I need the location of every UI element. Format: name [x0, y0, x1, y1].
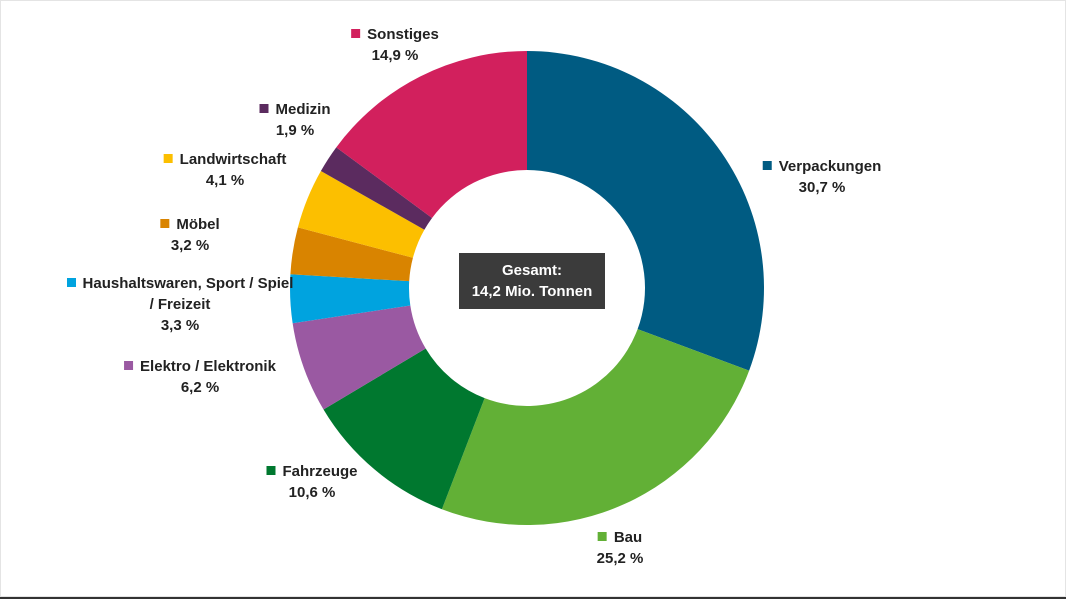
- value-label: 3,2 %: [170, 237, 210, 254]
- center-box: [459, 253, 605, 309]
- segment-label: Möbel 3,2 %: [160, 214, 220, 256]
- segment-label: Haushaltswaren, Sport / Spiel / Freizeit…: [65, 273, 295, 336]
- legend-swatch: [163, 154, 173, 163]
- segment-label: Landwirtschaft 4,1 %: [163, 149, 287, 191]
- donut-segment: [336, 51, 527, 218]
- category-label: Verpackungen: [778, 158, 882, 175]
- segment-label: Verpackungen 30,7 %: [762, 156, 882, 198]
- legend-swatch: [266, 466, 276, 475]
- legend-swatch: [124, 361, 134, 370]
- legend-swatch: [351, 29, 361, 38]
- donut-segment: [527, 51, 764, 371]
- segment-label: Sonstiges 14,9 %: [351, 24, 439, 66]
- category-label: Sonstiges: [367, 26, 439, 43]
- category-label: Haushaltswaren, Sport / Spiel / Freizeit: [82, 275, 294, 313]
- value-label: 1,9 %: [275, 122, 315, 139]
- value-label: 30,7 %: [798, 179, 846, 196]
- donut: [289, 51, 764, 525]
- donut-segment: [289, 274, 411, 324]
- donut-segment: [290, 227, 413, 282]
- legend-swatch: [597, 532, 607, 541]
- donut-segment: [323, 348, 485, 510]
- center-label: 14,2 Mio. Tonnen: [472, 283, 593, 300]
- value-label: 25,2 %: [596, 550, 644, 567]
- category-label: Medizin: [275, 101, 331, 118]
- legend-swatch: [762, 161, 772, 170]
- value-label: 4,1 %: [205, 172, 245, 189]
- donut-segment: [292, 305, 426, 410]
- segment-label: Elektro / Elektronik 6,2 %: [124, 356, 276, 398]
- value-label: 6,2 %: [180, 379, 220, 396]
- category-label: Elektro / Elektronik: [140, 358, 276, 375]
- legend-swatch: [259, 104, 269, 113]
- legend-swatch: [66, 278, 76, 287]
- donut-segment: [320, 147, 433, 230]
- segment-label: Bau 25,2 %: [597, 527, 644, 569]
- value-label: 14,9 %: [371, 47, 419, 64]
- category-label: Fahrzeuge: [282, 463, 358, 480]
- center-label: Gesamt:: [502, 262, 562, 279]
- donut-segment: [441, 329, 750, 525]
- category-label: Landwirtschaft: [179, 151, 287, 168]
- value-label: 3,3 %: [160, 317, 200, 334]
- value-label: 10,6 %: [288, 484, 336, 501]
- segment-label: Medizin 1,9 %: [259, 99, 331, 141]
- legend-swatch: [160, 219, 170, 228]
- category-label: Bau: [613, 529, 643, 546]
- donut-segment: [297, 171, 425, 258]
- category-label: Möbel: [176, 216, 220, 233]
- segment-label: Fahrzeuge 10,6 %: [266, 461, 358, 503]
